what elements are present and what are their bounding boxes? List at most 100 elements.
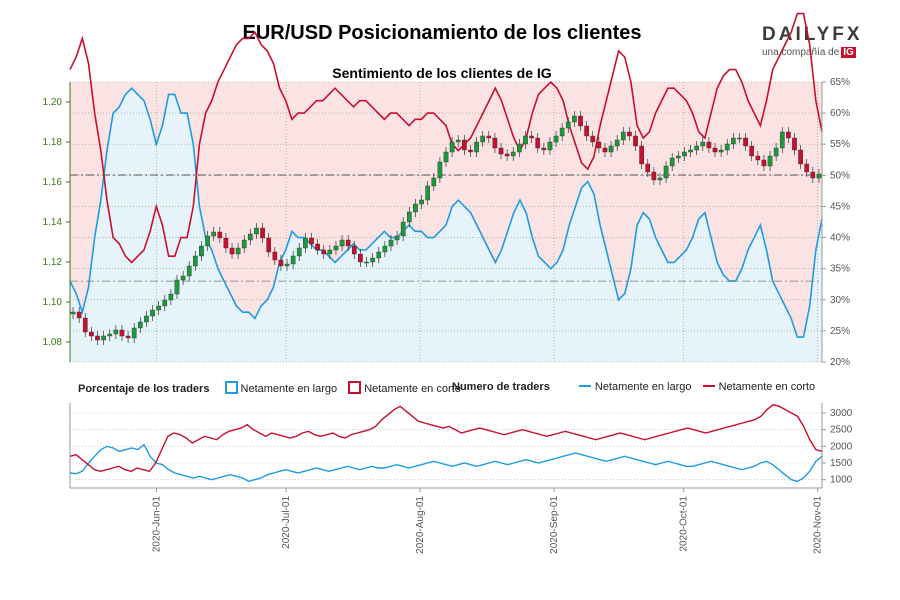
- legend-pct-long[interactable]: Netamente en largo: [224, 381, 337, 395]
- candle-body: [767, 155, 773, 167]
- candle-body: [125, 335, 131, 339]
- candle-body: [137, 321, 143, 329]
- candle-body: [792, 137, 797, 151]
- candle-body: [468, 149, 473, 153]
- candle-body: [486, 135, 492, 139]
- candle-body: [345, 239, 351, 247]
- candle-body: [602, 147, 608, 153]
- candle-body: [608, 145, 614, 153]
- price-tick-label: 1.14: [43, 217, 63, 228]
- candle-body: [95, 335, 100, 341]
- candle-body: [743, 137, 748, 147]
- count-line-short: [69, 403, 823, 473]
- logo-tagline-text: una compañía de: [762, 47, 840, 58]
- candle-body: [266, 237, 272, 253]
- legend-pct-short[interactable]: Netamente en corto: [348, 381, 461, 395]
- candle-body: [718, 149, 724, 153]
- candle-body: [364, 261, 369, 264]
- candle-body: [437, 161, 443, 179]
- dailyfx-logo[interactable]: DAILYFX una compañía de IG: [762, 24, 872, 58]
- candle-body: [559, 127, 565, 137]
- price-tick-label: 1.18: [43, 137, 63, 148]
- candle-body: [180, 275, 186, 281]
- candle-body: [474, 141, 479, 153]
- x-tick-label: 2020-Jun-01: [151, 496, 162, 553]
- candle-body: [406, 211, 412, 223]
- legend-short-swatch: [348, 381, 362, 394]
- candle-body: [449, 141, 455, 153]
- candle-body: [174, 279, 180, 295]
- candle-body: [284, 263, 290, 267]
- candle-body: [290, 255, 296, 265]
- legend-long-line: [578, 385, 591, 387]
- candle-body: [712, 147, 718, 153]
- candle-body: [321, 249, 327, 255]
- price-tick-label: 1.16: [43, 177, 63, 188]
- candle-body: [498, 147, 504, 155]
- count-tick-label: 2500: [830, 425, 853, 436]
- candle-body: [235, 247, 241, 255]
- candle-body: [413, 203, 418, 213]
- candle-body: [761, 159, 767, 167]
- candle-body: [309, 237, 314, 245]
- candle-body: [260, 227, 265, 239]
- chart-subtitle: Sentimiento de los clientes de IG: [332, 65, 552, 81]
- candle-body: [639, 145, 644, 165]
- candle-body: [419, 199, 424, 205]
- percent-tick-label: 35%: [830, 264, 850, 275]
- legend-count-long[interactable]: Netamente en largo: [578, 381, 692, 393]
- candle-body: [547, 141, 553, 151]
- count-tick-label: 3000: [830, 408, 853, 419]
- candle-body: [376, 251, 382, 259]
- percent-tick-label: 60%: [830, 108, 850, 119]
- percent-tick-label: 45%: [830, 201, 850, 212]
- candle-body: [101, 335, 106, 341]
- candle-body: [254, 227, 259, 235]
- percent-tick-label: 30%: [830, 295, 850, 306]
- price-tick-label: 1.10: [43, 297, 63, 308]
- candle-body: [351, 245, 357, 255]
- candle-body: [296, 247, 302, 257]
- x-tick-label: 2020-Sep-01: [549, 496, 560, 554]
- candle-body: [663, 165, 669, 179]
- candle-body: [749, 145, 755, 157]
- candle-body: [70, 311, 76, 315]
- candle-body: [517, 143, 522, 153]
- candle-body: [462, 139, 467, 151]
- candle-body: [248, 233, 253, 241]
- legend-pct-heading: Porcentaje de los traders: [78, 383, 210, 395]
- candle-body: [272, 251, 278, 261]
- candle-body: [700, 141, 706, 147]
- candle-body: [553, 135, 559, 143]
- candle-body: [810, 171, 816, 179]
- candle-body: [523, 135, 528, 145]
- price-tick-label: 1.12: [43, 257, 63, 268]
- candle-body: [584, 125, 589, 137]
- percent-tick-label: 55%: [830, 139, 850, 150]
- candle-body: [724, 143, 730, 151]
- candle-body: [590, 135, 596, 143]
- candle-body: [107, 333, 113, 337]
- legend-count-short[interactable]: Netamente en corto: [702, 381, 815, 393]
- candle-body: [162, 299, 168, 307]
- percent-tick-label: 40%: [830, 233, 850, 244]
- candle-body: [779, 131, 785, 149]
- candle-body: [211, 231, 217, 237]
- candle-body: [480, 135, 486, 143]
- candle-body: [675, 155, 681, 159]
- x-tick-label: 2020-Jul-01: [281, 496, 292, 549]
- candle-body: [620, 131, 626, 141]
- candle-body: [131, 327, 137, 339]
- candle-body: [492, 137, 498, 149]
- candle-body: [627, 131, 632, 137]
- candle-body: [303, 237, 308, 249]
- logo-tagline: una compañía de IG: [762, 47, 872, 58]
- candle-body: [217, 231, 223, 239]
- candle-body: [144, 315, 149, 323]
- series-line-short: [69, 12, 823, 264]
- candle-body: [633, 135, 638, 147]
- candle-body: [199, 245, 204, 257]
- candle-body: [816, 173, 822, 179]
- candle-body: [596, 141, 602, 149]
- candle-body: [223, 237, 229, 249]
